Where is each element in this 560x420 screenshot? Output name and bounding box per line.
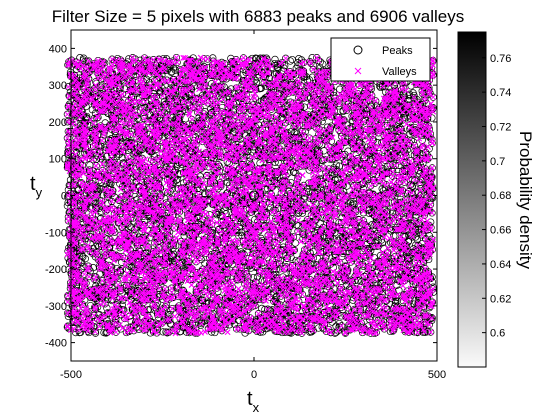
peak-point: [241, 227, 249, 235]
peak-point: [428, 194, 437, 202]
peak-point: [374, 236, 382, 245]
peak-point: [223, 178, 232, 187]
peak-point: [299, 234, 307, 243]
peak-point: [127, 223, 135, 231]
peak-point: [249, 273, 258, 282]
peak-point: [92, 296, 101, 304]
peak-point: [205, 190, 214, 198]
peak-point: [207, 80, 216, 88]
peak-point: [215, 208, 223, 217]
peak-point: [407, 180, 415, 189]
peak-point: [165, 98, 173, 106]
peak-point: [81, 255, 89, 263]
peak-point: [227, 85, 235, 93]
peak-point: [237, 228, 245, 236]
scatter-points: [63, 53, 437, 338]
peak-point: [336, 85, 344, 93]
peak-point: [429, 283, 437, 291]
peak-point: [234, 73, 242, 82]
peak-point: [276, 257, 285, 265]
peak-point: [166, 257, 174, 266]
peak-point: [289, 168, 298, 176]
peak-point: [93, 114, 101, 122]
peak-point: [126, 222, 134, 230]
chart-title: Filter Size = 5 pixels with 6883 peaks a…: [52, 7, 464, 26]
peak-point: [374, 316, 382, 325]
peak-point: [252, 54, 260, 62]
peak-point: [313, 186, 322, 194]
peak-point: [76, 54, 84, 62]
peak-point: [230, 320, 239, 328]
peak-point: [335, 319, 344, 328]
peak-point: [428, 314, 436, 322]
peak-point: [211, 215, 220, 224]
peak-point: [260, 277, 269, 286]
peak-point: [256, 159, 264, 167]
peak-point: [243, 248, 252, 257]
peak-point: [96, 185, 105, 194]
peak-point: [273, 299, 282, 308]
peak-point: [286, 57, 294, 65]
peak-point: [223, 189, 232, 197]
peak-point: [274, 64, 282, 72]
peak-point: [64, 186, 73, 194]
peak-point: [257, 84, 265, 92]
peak-point: [319, 156, 327, 165]
peak-point: [83, 115, 91, 123]
peak-point: [258, 304, 266, 313]
peak-point: [308, 54, 316, 62]
peak-point: [171, 66, 179, 74]
